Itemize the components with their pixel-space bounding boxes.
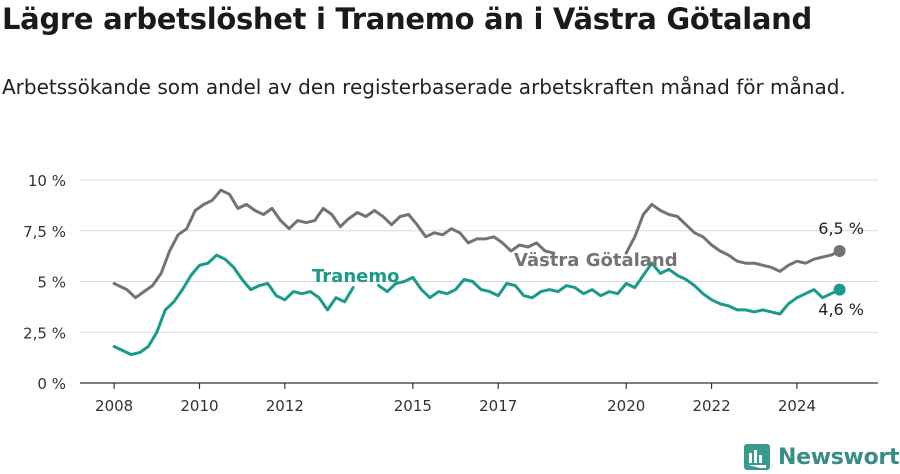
page-title: Lägre arbetslöshet i Tranemo än i Västra… xyxy=(2,2,812,36)
x-tick-label: 2012 xyxy=(266,397,304,415)
end-label-tranemo: 4,6 % xyxy=(818,300,864,319)
y-tick-label: 7,5 % xyxy=(23,223,66,241)
x-tick-label: 2020 xyxy=(607,397,645,415)
series-line-tranemo xyxy=(112,253,355,357)
x-tick-label: 2010 xyxy=(180,397,218,415)
y-tick-label: 2,5 % xyxy=(23,324,66,342)
end-label-vastra-gotaland: 6,5 % xyxy=(818,219,864,238)
x-tick-label: 2022 xyxy=(692,397,730,415)
y-tick-label: 0 % xyxy=(37,375,66,393)
series-line-tranemo xyxy=(377,261,842,316)
y-tick-label: 5 % xyxy=(37,274,66,292)
brand-logo[interactable]: Newsworthy xyxy=(744,442,900,472)
x-tick-label: 2008 xyxy=(95,397,133,415)
newsworthy-logo-icon xyxy=(744,444,770,470)
x-tick-label: 2015 xyxy=(394,397,432,415)
series-end-point-tranemo xyxy=(833,283,846,296)
brand-name: Newsworthy xyxy=(778,444,900,470)
series-line-vastra-gotaland xyxy=(112,188,556,300)
x-tick-label: 2024 xyxy=(778,397,816,415)
series-end-point-vastra-gotaland xyxy=(833,245,846,258)
x-tick-label: 2017 xyxy=(479,397,517,415)
page-subtitle: Arbetssökande som andel av den registerb… xyxy=(2,75,846,99)
series-label-vastra-gotaland: Västra Götaland xyxy=(514,250,678,271)
y-tick-label: 10 % xyxy=(28,172,66,190)
series-label-tranemo: Tranemo xyxy=(312,266,399,287)
series-line-vastra-gotaland xyxy=(624,202,842,273)
